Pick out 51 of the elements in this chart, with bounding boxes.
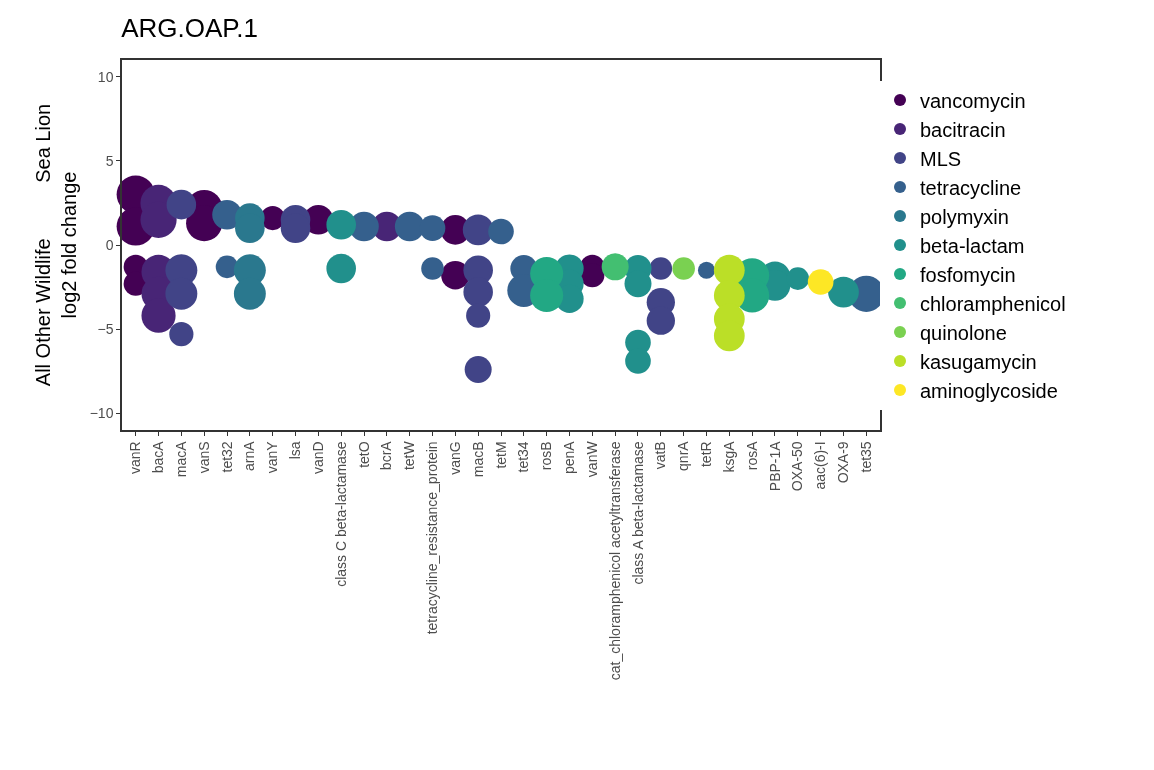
x-tick-label: tetR xyxy=(698,441,715,468)
x-tick-label: qnrA xyxy=(675,440,692,471)
x-tick-label: class A beta-lactamase xyxy=(629,441,646,585)
x-tick-label: OXA-50 xyxy=(789,441,806,492)
x-tick-label: bcrA xyxy=(378,440,395,471)
x-tick-label: tet34 xyxy=(515,441,532,473)
x-tick-label: macB xyxy=(469,441,486,478)
legend-label: polymyxin xyxy=(920,205,1009,228)
y-axis-title: All Other Wildlife Sea Lion log2 fold change xyxy=(31,103,80,387)
x-tick-label: penA xyxy=(561,440,578,475)
x-tick-label: vanY xyxy=(264,440,281,474)
x-tick-label: rosA xyxy=(743,440,760,471)
x-tick-label: vanG xyxy=(446,441,463,475)
legend-label: tetracycline xyxy=(920,176,1022,199)
chart-title: ARG.OAP.1 xyxy=(121,13,258,44)
y-tick-label: 10 xyxy=(97,68,114,85)
x-tick-label: arnA xyxy=(241,440,258,471)
legend-label: quinolone xyxy=(920,321,1007,344)
y-tick-label: −10 xyxy=(89,405,114,422)
x-tick-label: OXA-9 xyxy=(835,441,852,484)
x-tick-label: PBP-1A xyxy=(766,440,783,492)
x-tick-label: vanS xyxy=(195,441,212,474)
x-tick-label: tet35 xyxy=(857,441,874,473)
y-tick-label: 0 xyxy=(105,236,114,253)
x-tick-label: tetM xyxy=(492,441,509,469)
x-tick-label: tet32 xyxy=(218,441,235,473)
y-tick-label: −5 xyxy=(97,320,114,337)
legend-label: vancomycin xyxy=(920,89,1026,112)
x-tick-label: vanD xyxy=(309,441,326,475)
legend-label: kasugamycin xyxy=(920,350,1037,373)
legend-label: beta-lactam xyxy=(920,234,1025,257)
legend-label: aminoglycoside xyxy=(920,379,1058,402)
x-tick-label: tetW xyxy=(401,440,418,471)
x-tick-label: vatB xyxy=(652,441,669,470)
x-tick-label: tetO xyxy=(355,441,372,468)
x-tick-label: cat_chloramphenicol acetyltransferase xyxy=(606,441,623,681)
x-tick-label: tetracycline_resistance_protein xyxy=(424,441,441,635)
x-tick-label: aac(6)-I xyxy=(812,441,829,490)
legend-label: bacitracin xyxy=(920,118,1006,141)
x-tick-label: ksgA xyxy=(720,440,737,473)
y-tick-label: 5 xyxy=(105,152,114,169)
x-tick-label: class C beta-lactamase xyxy=(332,441,349,587)
legend-label: MLS xyxy=(920,147,962,170)
x-tick-label: vanW xyxy=(583,440,600,478)
x-tick-label: vanR xyxy=(127,441,144,475)
x-tick-label: macA xyxy=(172,440,189,478)
x-tick-label: bacA xyxy=(150,440,167,474)
legend-label: fosfomycin xyxy=(920,263,1016,286)
x-tick-label: lsa xyxy=(287,441,304,460)
x-tick-label: rosB xyxy=(538,441,555,471)
legend-label: chloramphenicol xyxy=(920,292,1066,315)
